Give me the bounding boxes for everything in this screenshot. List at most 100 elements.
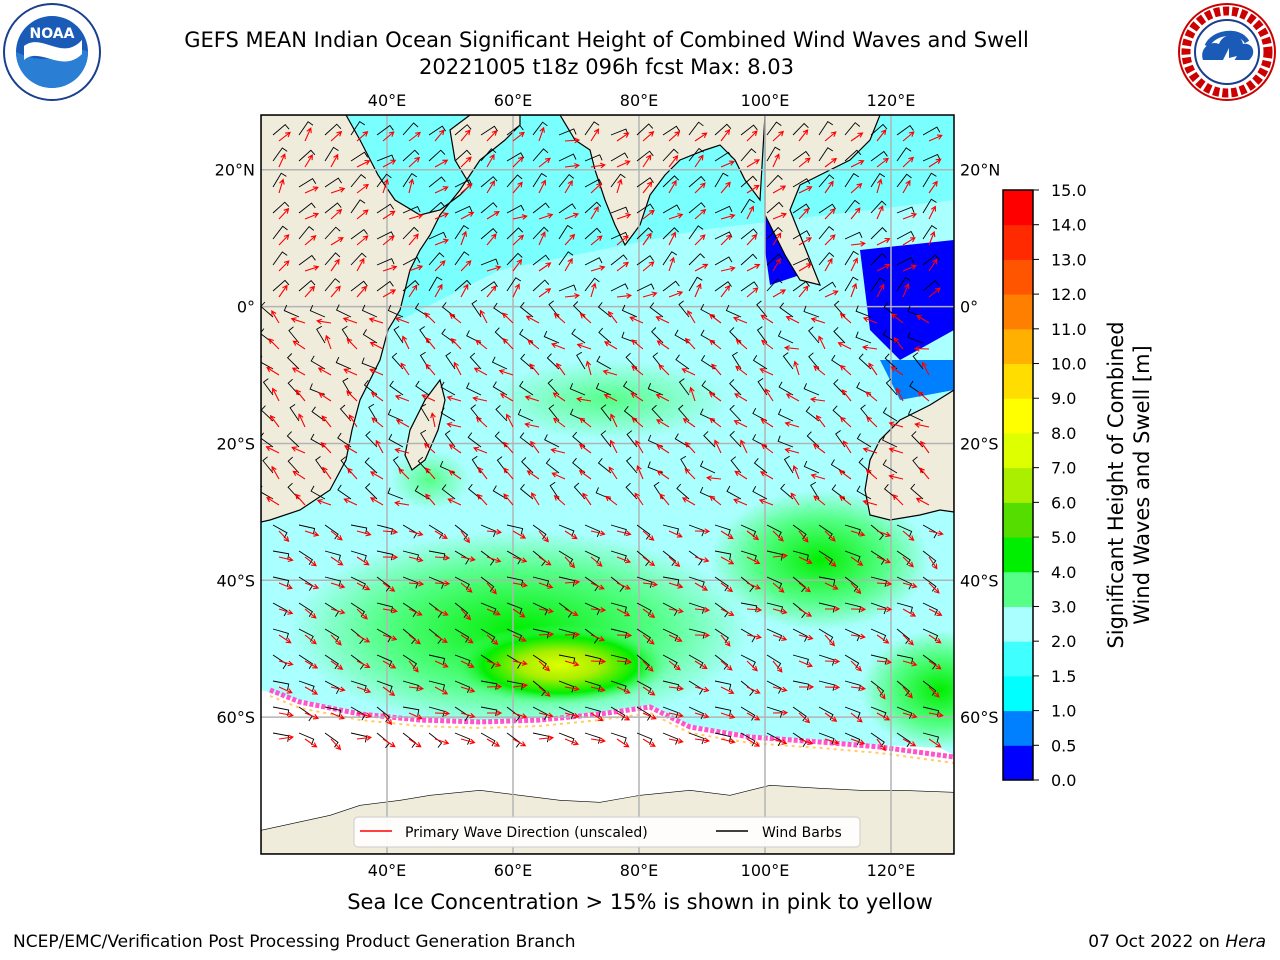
wave-direction-arrow: [635, 439, 644, 454]
wave-direction-arrow: [616, 658, 633, 665]
wind-barb: [636, 227, 654, 240]
wave-direction-arrow: [538, 631, 555, 638]
wind-barb: [532, 148, 549, 162]
wave-direction-arrow: [291, 367, 306, 376]
wave-direction-arrow: [876, 712, 891, 721]
wave-direction-arrow: [813, 365, 826, 376]
wave-region-southeast: [860, 630, 954, 750]
wind-barb: [298, 202, 316, 214]
wave-direction-arrow: [604, 495, 618, 506]
wind-barb: [910, 483, 924, 500]
wave-direction-arrow: [837, 342, 852, 350]
wave-direction-arrow: [772, 232, 782, 246]
wave-direction-arrow: [609, 439, 618, 454]
wave-direction-arrow: [876, 205, 884, 220]
wind-barb: [298, 550, 314, 566]
wind-barb: [350, 524, 368, 534]
wave-direction-arrow: [642, 291, 658, 298]
wave-direction-arrow: [530, 440, 540, 454]
wind-barb: [572, 431, 586, 448]
wave-direction-arrow: [590, 737, 606, 744]
wave-direction-arrow: [694, 632, 711, 639]
wave-direction-arrow: [476, 493, 488, 506]
wave-direction-arrow: [408, 556, 424, 563]
wind-barb: [402, 680, 419, 692]
wave-region-max: [450, 625, 670, 705]
wind-barb: [454, 524, 469, 540]
wave-direction-arrow: [850, 738, 866, 746]
wind-barb: [454, 279, 472, 292]
wind-barb: [610, 628, 628, 639]
wind-barb: [726, 485, 742, 500]
wave-direction-arrow: [928, 258, 938, 272]
wave-direction-arrow: [694, 154, 704, 168]
wind-barb: [922, 654, 937, 670]
wind-barb: [342, 377, 352, 396]
wind-barb: [495, 404, 508, 422]
wind-barb: [792, 628, 808, 642]
wind-barb: [444, 430, 456, 448]
wave-direction-arrow: [824, 131, 837, 142]
wave-direction-arrow: [902, 738, 917, 747]
wave-direction-arrow: [616, 712, 631, 721]
wind-barb: [324, 706, 342, 717]
wave-direction-arrow: [824, 658, 841, 665]
wave-direction-arrow: [449, 313, 462, 324]
wave-direction-arrow: [694, 712, 710, 719]
wind-barb: [700, 355, 716, 370]
wave-direction-arrow: [408, 213, 424, 220]
wind-barb: [778, 381, 794, 396]
wave-direction-arrow: [578, 443, 592, 454]
wind-barb: [532, 524, 547, 540]
wind-barb: [600, 430, 612, 448]
wave-direction-arrow: [304, 212, 320, 220]
lon-tick-top: 120°E: [867, 91, 916, 110]
wave-direction-arrow: [772, 153, 780, 168]
wave-direction-arrow: [512, 530, 527, 539]
wind-barb: [440, 381, 456, 396]
wind-barb: [389, 380, 404, 396]
wave-direction-arrow: [512, 556, 528, 563]
wind-barb: [714, 680, 732, 691]
wave-direction-arrow: [346, 338, 358, 350]
wave-direction-arrow: [460, 183, 473, 194]
wind-barb: [517, 408, 534, 422]
sea-ice-edge-yellow: [269, 695, 954, 764]
wave-direction-arrow: [330, 285, 341, 298]
wave-direction-arrow: [278, 660, 294, 667]
wind-barb: [272, 279, 290, 292]
wave-direction-arrow: [720, 660, 733, 671]
wind-barb: [324, 550, 341, 562]
wind-barb: [870, 150, 888, 162]
wind-barb: [636, 283, 655, 292]
wave-direction-arrow: [902, 634, 914, 646]
wind-barb: [636, 255, 654, 266]
wave-direction-arrow: [590, 530, 606, 537]
wind-barb: [310, 355, 326, 370]
wave-direction-arrow: [434, 738, 450, 745]
wave-direction-arrow: [316, 499, 332, 506]
wind-barb: [870, 200, 887, 214]
wave-direction-arrow: [760, 314, 774, 324]
wave-direction-arrow: [425, 363, 436, 376]
wind-barb: [558, 153, 577, 162]
wind-barb: [803, 305, 820, 318]
wind-barb: [298, 149, 316, 162]
noaa-logo: NOAA: [3, 3, 101, 101]
wave-direction-arrow: [760, 443, 774, 454]
wind-barb: [792, 178, 811, 188]
wave-direction-arrow: [395, 419, 410, 428]
wind-barb: [610, 706, 626, 721]
wave-direction-arrow: [330, 556, 344, 566]
wave-direction-arrow: [616, 632, 633, 639]
wave-direction-arrow: [642, 660, 654, 672]
wave-direction-arrow: [914, 422, 930, 428]
wave-direction-arrow: [356, 712, 372, 719]
wind-barb: [506, 602, 523, 615]
lat-tick-left: 40°S: [216, 571, 255, 590]
wave-direction-arrow: [839, 416, 852, 428]
wave-direction-arrow: [370, 392, 384, 402]
wave-direction-arrow: [512, 581, 528, 588]
wave-direction-arrow: [408, 580, 425, 587]
wind-barb: [402, 706, 420, 716]
